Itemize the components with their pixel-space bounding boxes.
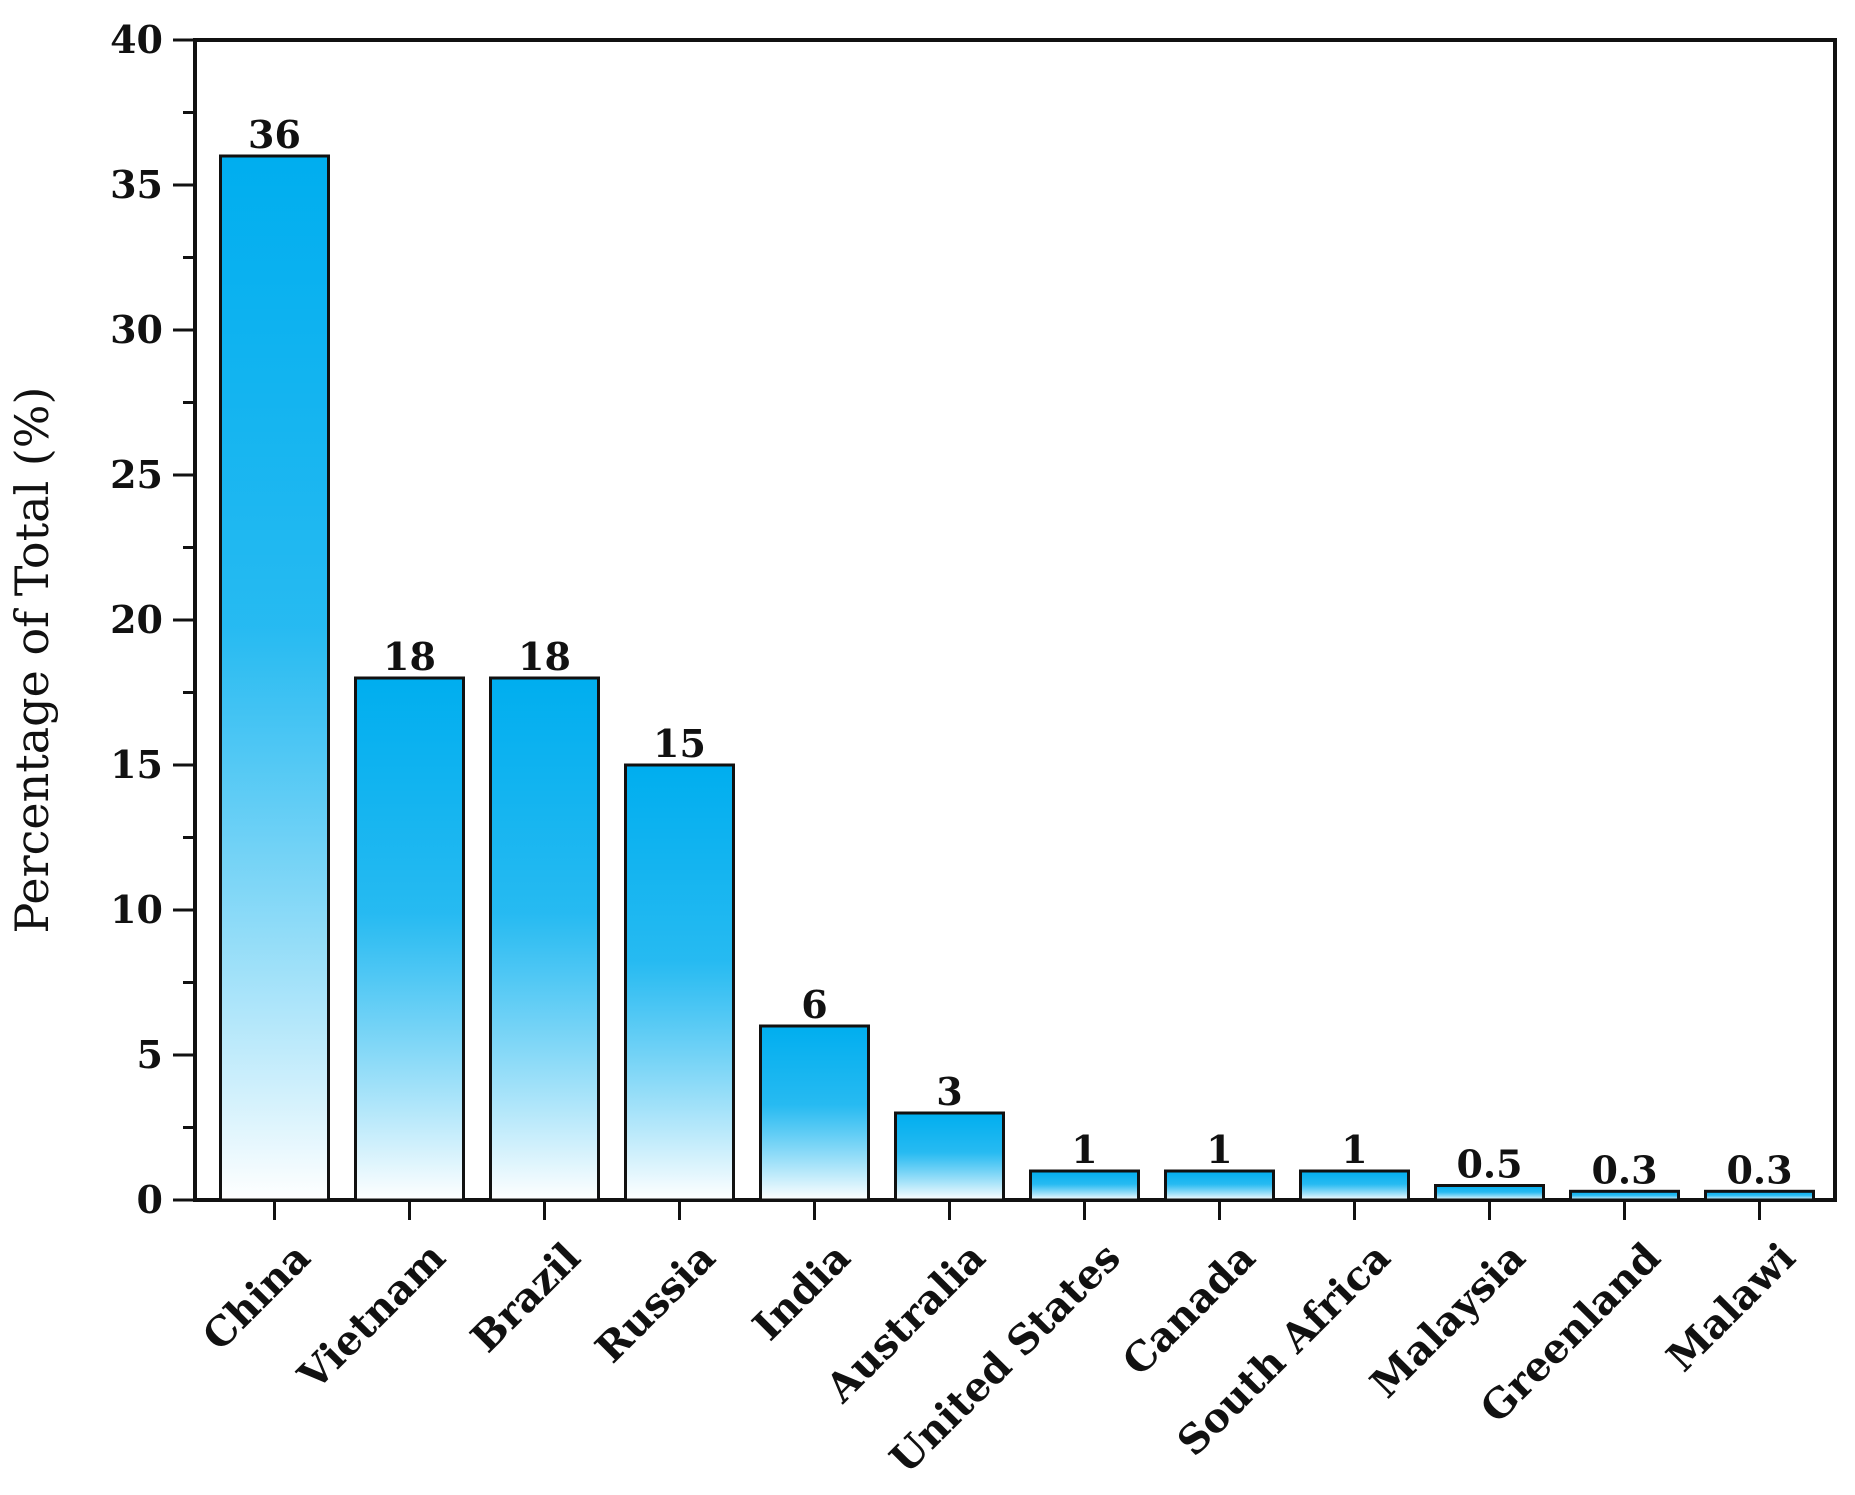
bar-south-africa	[1299, 1169, 1410, 1202]
y-tick-label: 10	[110, 887, 163, 932]
bar-australia	[894, 1111, 1005, 1202]
data-label: 1	[1071, 1127, 1097, 1172]
bar-russia	[624, 763, 735, 1202]
y-tick-label: 15	[110, 742, 163, 787]
data-label: 18	[383, 634, 436, 679]
x-tick-label: United States	[881, 1234, 1130, 1483]
data-label: 1	[1341, 1127, 1367, 1172]
x-tick-label: Vietnam	[289, 1234, 455, 1400]
data-label: 0.5	[1456, 1142, 1522, 1187]
data-label: 36	[248, 112, 301, 157]
y-tick-label: 5	[137, 1032, 163, 1077]
bar-united-states	[1029, 1169, 1140, 1202]
plot-area: 051015202530354036China18Vietnam18Brazil…	[110, 17, 1837, 1483]
y-tick-label: 20	[110, 597, 163, 642]
data-label: 6	[801, 982, 827, 1027]
x-tick-label: Russia	[586, 1234, 724, 1372]
data-label: 18	[518, 634, 571, 679]
y-tick-label: 30	[110, 307, 163, 352]
data-label: 15	[653, 721, 706, 766]
x-tick-label: India	[744, 1234, 860, 1350]
data-label: 0.3	[1591, 1147, 1657, 1192]
bar-china	[219, 154, 330, 1202]
y-tick-label: 0	[137, 1177, 163, 1222]
y-tick-label: 25	[110, 452, 163, 497]
bar-malaysia	[1434, 1184, 1545, 1202]
bar-india	[759, 1024, 870, 1202]
bar-greenland	[1569, 1189, 1680, 1202]
bar-malawi	[1704, 1189, 1815, 1202]
x-tick-label: Malawi	[1658, 1234, 1805, 1381]
bar-canada	[1164, 1169, 1275, 1202]
x-tick-label: China	[194, 1234, 320, 1360]
data-label: 1	[1206, 1127, 1232, 1172]
x-tick-label: Brazil	[462, 1234, 590, 1362]
data-label: 3	[936, 1069, 962, 1114]
data-label: 0.3	[1726, 1147, 1792, 1192]
y-tick-label: 40	[110, 17, 163, 62]
bar-brazil	[489, 676, 600, 1202]
bar-vietnam	[354, 676, 465, 1202]
y-axis-title: Percentage of Total (%)	[5, 387, 59, 934]
y-tick-label: 35	[110, 162, 163, 207]
